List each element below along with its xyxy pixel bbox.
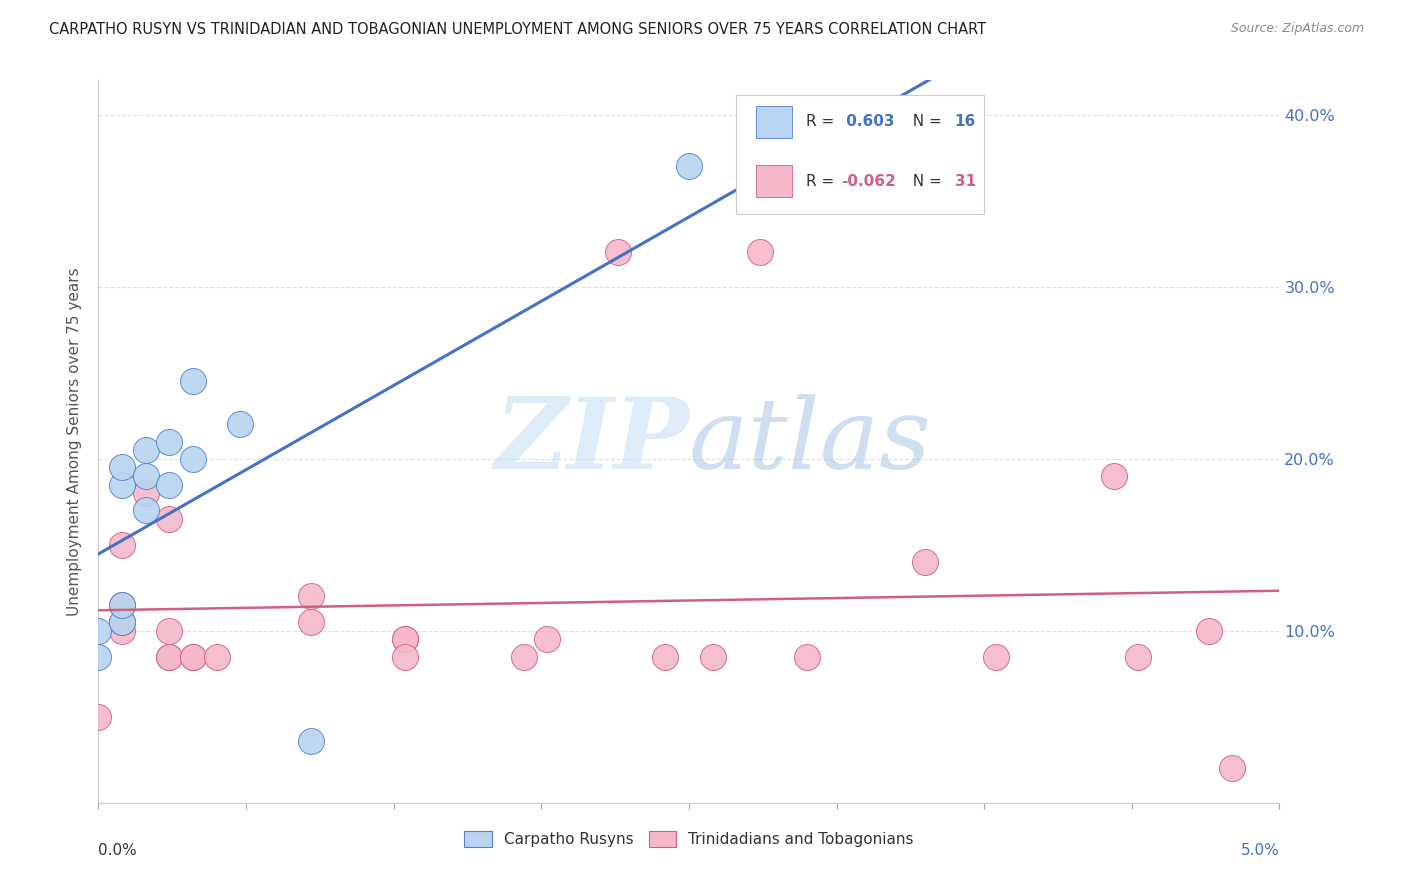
- Point: [111, 598, 134, 612]
- Point: [796, 649, 818, 664]
- Text: 0.603: 0.603: [841, 114, 894, 129]
- Text: 31: 31: [955, 174, 976, 188]
- Text: 16: 16: [955, 114, 976, 129]
- Point: [748, 245, 770, 260]
- Point: [111, 598, 134, 612]
- Point: [205, 649, 228, 664]
- Text: atlas: atlas: [689, 394, 932, 489]
- Point: [984, 649, 1007, 664]
- Text: N =: N =: [903, 174, 946, 188]
- Point: [678, 159, 700, 173]
- FancyBboxPatch shape: [737, 95, 984, 214]
- Point: [135, 486, 157, 500]
- Point: [394, 632, 416, 647]
- Point: [157, 649, 180, 664]
- Point: [181, 649, 204, 664]
- Point: [536, 632, 558, 647]
- Point: [111, 477, 134, 491]
- Point: [654, 649, 676, 664]
- Text: R =: R =: [806, 114, 839, 129]
- Point: [299, 615, 322, 630]
- Point: [299, 590, 322, 604]
- Point: [135, 503, 157, 517]
- Point: [914, 555, 936, 569]
- Y-axis label: Unemployment Among Seniors over 75 years: Unemployment Among Seniors over 75 years: [67, 268, 83, 615]
- Point: [111, 460, 134, 475]
- Text: 0.0%: 0.0%: [98, 843, 138, 857]
- Point: [135, 443, 157, 458]
- Point: [87, 649, 110, 664]
- Text: 5.0%: 5.0%: [1240, 843, 1279, 857]
- Point: [157, 477, 180, 491]
- Point: [1220, 761, 1243, 775]
- Text: R =: R =: [806, 174, 839, 188]
- Point: [87, 710, 110, 724]
- Point: [229, 417, 252, 432]
- Text: -0.062: -0.062: [841, 174, 896, 188]
- Point: [181, 451, 204, 466]
- Text: Source: ZipAtlas.com: Source: ZipAtlas.com: [1230, 22, 1364, 36]
- Point: [111, 615, 134, 630]
- Point: [512, 649, 534, 664]
- FancyBboxPatch shape: [756, 105, 792, 138]
- Point: [1102, 469, 1125, 483]
- Point: [111, 624, 134, 638]
- Text: N =: N =: [903, 114, 946, 129]
- FancyBboxPatch shape: [756, 165, 792, 197]
- Point: [135, 469, 157, 483]
- Point: [87, 624, 110, 638]
- Point: [157, 649, 180, 664]
- Point: [181, 649, 204, 664]
- Point: [607, 245, 630, 260]
- Point: [299, 734, 322, 748]
- Point: [157, 434, 180, 449]
- Text: ZIP: ZIP: [494, 393, 689, 490]
- Point: [157, 512, 180, 526]
- Point: [157, 624, 180, 638]
- Text: CARPATHO RUSYN VS TRINIDADIAN AND TOBAGONIAN UNEMPLOYMENT AMONG SENIORS OVER 75 : CARPATHO RUSYN VS TRINIDADIAN AND TOBAGO…: [49, 22, 987, 37]
- Point: [111, 538, 134, 552]
- Point: [394, 649, 416, 664]
- Point: [702, 649, 724, 664]
- Point: [181, 375, 204, 389]
- Point: [111, 615, 134, 630]
- Point: [394, 632, 416, 647]
- Point: [1198, 624, 1220, 638]
- Legend: Carpatho Rusyns, Trinidadians and Tobagonians: Carpatho Rusyns, Trinidadians and Tobago…: [458, 825, 920, 853]
- Point: [1126, 649, 1149, 664]
